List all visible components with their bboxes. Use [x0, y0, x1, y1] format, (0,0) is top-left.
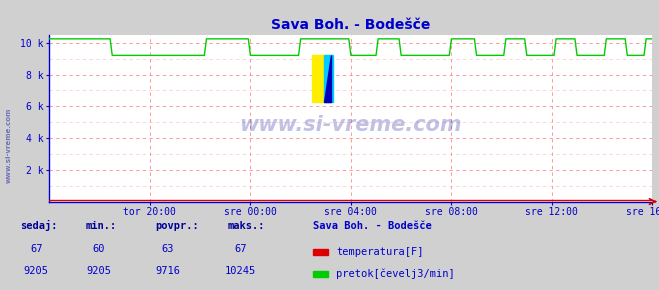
Text: min.:: min.:	[86, 221, 117, 231]
Bar	[324, 55, 333, 102]
Text: sedaj:: sedaj:	[20, 220, 57, 231]
Text: Sava Boh. - Bodešče: Sava Boh. - Bodešče	[313, 221, 432, 231]
Text: 9205: 9205	[86, 266, 111, 276]
Text: povpr.:: povpr.:	[155, 221, 198, 231]
Text: 67: 67	[235, 244, 246, 254]
Text: 60: 60	[93, 244, 105, 254]
Text: 67: 67	[30, 244, 42, 254]
Text: www.si-vreme.com: www.si-vreme.com	[5, 107, 11, 183]
Text: www.si-vreme.com: www.si-vreme.com	[240, 115, 462, 135]
Text: 9716: 9716	[156, 266, 181, 276]
Bar	[312, 55, 331, 102]
Text: 63: 63	[162, 244, 174, 254]
Text: pretok[čevelj3/min]: pretok[čevelj3/min]	[336, 269, 455, 279]
Text: maks.:: maks.:	[227, 221, 265, 231]
Polygon shape	[324, 55, 331, 102]
Text: 10245: 10245	[225, 266, 256, 276]
Text: temperatura[F]: temperatura[F]	[336, 247, 424, 257]
Title: Sava Boh. - Bodešče: Sava Boh. - Bodešče	[272, 18, 430, 32]
Text: 9205: 9205	[24, 266, 49, 276]
